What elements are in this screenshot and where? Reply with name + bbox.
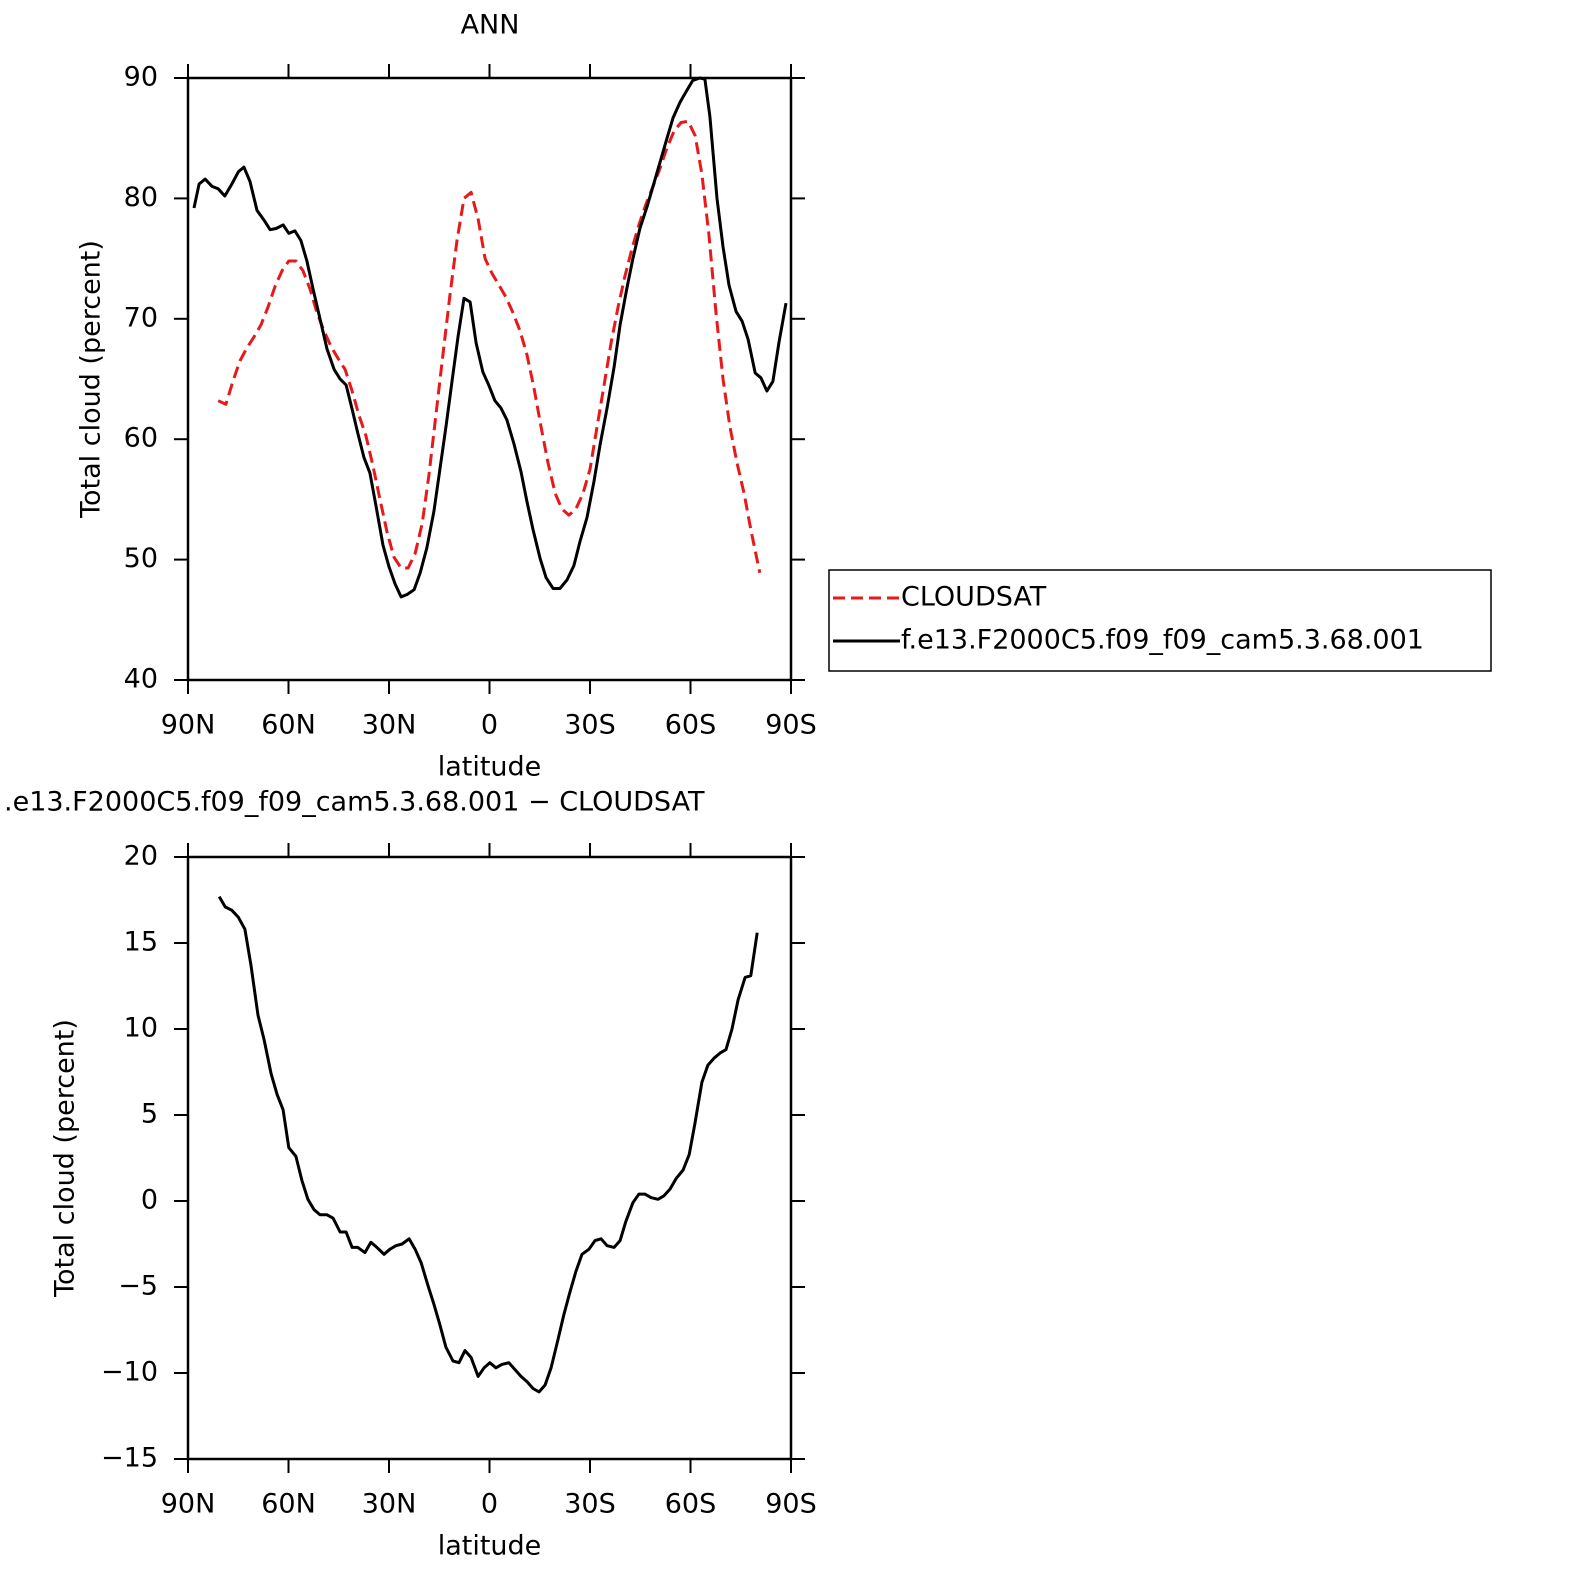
chart-title: .e13.F2000C5.f09_f09_cam5.3.68.001 − CLO…: [4, 787, 705, 818]
x-tick-label: 30S: [564, 1489, 616, 1520]
x-tick-label: 30N: [362, 1489, 417, 1520]
y-tick-label: 40: [124, 664, 158, 695]
y-tick-label: −15: [101, 1443, 158, 1474]
chart-title: ANN: [461, 10, 520, 41]
y-tick-label: −5: [118, 1271, 158, 1302]
y-tick-label: 50: [124, 543, 158, 574]
data-line: [192, 76, 788, 599]
legend-label: CLOUDSAT: [901, 582, 1047, 613]
x-tick-label: 60S: [665, 1489, 717, 1520]
y-tick-label: 15: [124, 927, 158, 958]
x-tick-label: 90S: [765, 1489, 817, 1520]
y-tick-label: 0: [141, 1185, 158, 1216]
legend-label: f.e13.F2000C5.f09_f09_cam5.3.68.001: [901, 625, 1424, 656]
x-tick-label: 30N: [362, 710, 417, 741]
x-tick-label: 90N: [161, 710, 216, 741]
x-tick-label: 30S: [564, 710, 616, 741]
y-tick-label: −10: [101, 1357, 158, 1388]
y-axis-label: Total cloud (percent): [50, 1019, 81, 1298]
y-tick-label: 60: [124, 423, 158, 454]
data-line: [217, 895, 759, 1394]
x-tick-label: 0: [481, 710, 498, 741]
x-axis-label: latitude: [438, 1531, 542, 1562]
y-tick-label: 90: [124, 62, 158, 93]
plot-frame: [186, 76, 793, 682]
plot-frame: [186, 855, 793, 1461]
x-tick-label: 90N: [161, 1489, 216, 1520]
y-tick-label: 70: [124, 302, 158, 333]
y-tick-label: 20: [124, 841, 158, 872]
x-axis-label: latitude: [438, 752, 542, 783]
data-line: [217, 119, 762, 574]
legend-box: [828, 569, 1492, 672]
x-tick-label: 90S: [765, 710, 817, 741]
y-axis-label: Total cloud (percent): [76, 240, 107, 519]
y-tick-label: 10: [124, 1013, 158, 1044]
x-tick-label: 0: [481, 1489, 498, 1520]
x-tick-label: 60S: [665, 710, 717, 741]
x-tick-label: 60N: [261, 710, 316, 741]
x-tick-label: 60N: [261, 1489, 316, 1520]
y-tick-label: 5: [141, 1099, 158, 1130]
y-tick-label: 80: [124, 182, 158, 213]
